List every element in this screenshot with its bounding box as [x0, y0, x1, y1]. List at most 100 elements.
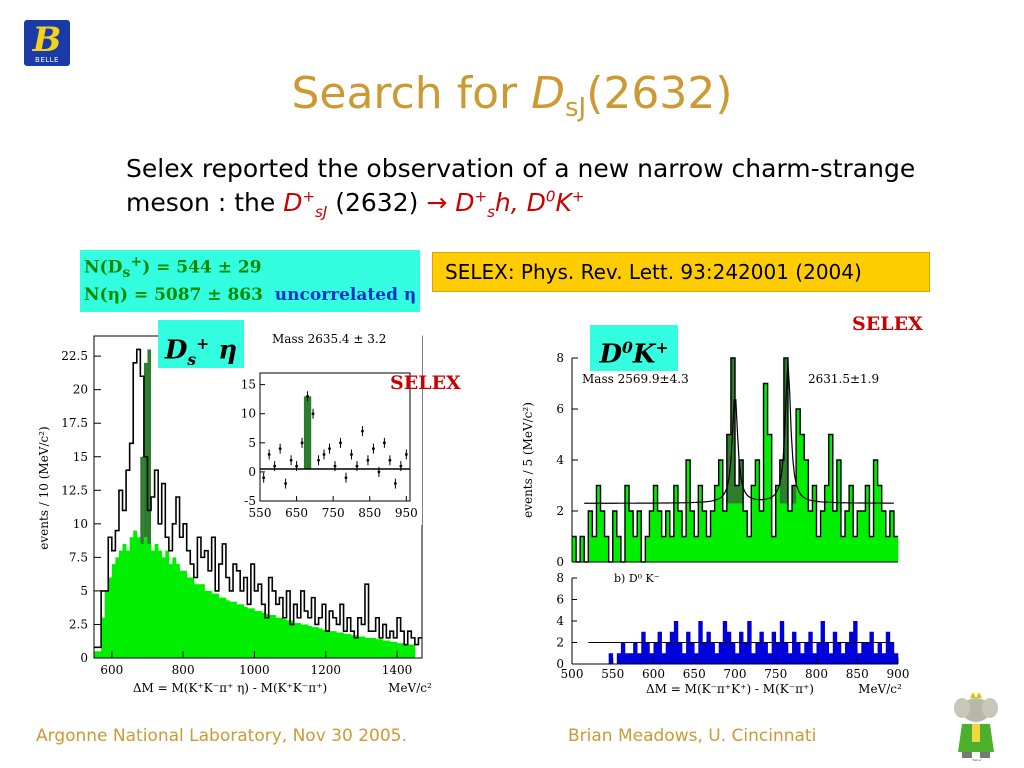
ds-eta-bar-fill	[108, 577, 113, 658]
d0k-top-bar	[763, 383, 768, 562]
inset-mass-annotation: Mass 2635.4 ± 3.2	[272, 332, 386, 346]
d0k-top-bar	[702, 511, 707, 562]
ds-eta-bar-fill	[336, 632, 341, 658]
slide-title: Search for DsJ(2632)	[0, 66, 1024, 128]
inset-point	[399, 464, 403, 468]
ds-eta-bar-fill	[165, 550, 170, 658]
inset-point	[311, 412, 315, 416]
d0k-top-bar	[604, 536, 609, 562]
decay2-sup: 0	[545, 187, 556, 206]
ds-eta-bar-fill	[126, 550, 130, 658]
d0k-bottom-xtick-label: 850	[846, 667, 869, 681]
ds-eta-bar-fill	[386, 640, 391, 658]
ds-eta-bar-fill	[275, 617, 280, 658]
d0k-top-bar	[840, 536, 846, 562]
inset-point	[267, 453, 271, 456]
d0k-bottom-bar	[845, 642, 850, 664]
ds-eta-ytick-label: 17.5	[61, 416, 88, 430]
d0k-bottom-ytick-label: 8	[556, 571, 564, 585]
d0k-top-bar	[849, 485, 854, 562]
d0k-top-ytick-label: 6	[556, 402, 564, 416]
footer-left: Argonne National Laboratory, Nov 30 2005…	[36, 726, 407, 746]
ds-eta-inset-chart: Mass 2635.4 ± 3.2 -5 0 5 10 15 550 650 750 850 950	[238, 325, 422, 525]
d0k-top-bar	[743, 511, 748, 562]
ds-eta-bar-fill	[265, 613, 269, 658]
d0k-top-bar	[612, 511, 618, 562]
d0k-top-bar	[881, 511, 887, 562]
d0k-bottom-bar	[812, 653, 817, 664]
d0k-top-bar	[714, 485, 719, 562]
d0k-top-bar	[832, 511, 838, 562]
ds-eta-bar-fill	[208, 590, 212, 658]
d0k-top-bar	[800, 434, 805, 562]
inset-point	[262, 476, 266, 480]
d0k-bottom-bar	[718, 642, 724, 664]
d0k-top-bar	[669, 536, 675, 562]
d0k-top-fit-curve	[584, 362, 894, 504]
ds-eta-bar-fill	[404, 644, 409, 658]
ds-eta-ytick-label: 5	[80, 584, 88, 598]
ds-eta-bar-fill	[97, 651, 102, 658]
title-main: Search for	[291, 68, 532, 119]
ds-eta-ytick-label: 10	[73, 517, 88, 531]
inset-frame	[259, 372, 411, 502]
d0k-bottom-bar	[653, 642, 658, 664]
d0k-top-bar	[710, 511, 715, 562]
d0k-bottom-bar	[893, 653, 899, 664]
d0k-top-bar	[877, 485, 882, 562]
d0k-top-bar	[629, 511, 634, 562]
d0k-top-bar	[637, 511, 642, 562]
inset-point	[377, 470, 381, 474]
d0k-bottom-bar	[637, 653, 642, 664]
belle-logo-letter: B	[32, 20, 62, 60]
ds-eta-xtick-label: 1200	[310, 663, 341, 677]
ds-eta-bar-fill	[118, 550, 123, 658]
d0k-bottom-ytick-label: 4	[556, 614, 564, 628]
ds-eta-bar-fill	[364, 637, 369, 658]
d0k-top-bar	[596, 485, 601, 562]
d0k-top-bar	[722, 511, 728, 562]
d0k-top-bar	[694, 536, 699, 562]
inset-point	[393, 482, 397, 485]
d0k-bottom-bar	[608, 653, 614, 664]
d0k-top-bar	[698, 485, 703, 562]
ds-eta-bar-fill	[279, 617, 284, 658]
d0k-top-bar	[816, 536, 821, 562]
ds-eta-bar-fill	[286, 620, 291, 658]
d0k-bottom-xtick-label: 700	[724, 667, 747, 681]
ds-eta-bar-fill	[268, 615, 273, 658]
d0k-bottom-bar	[832, 631, 838, 664]
inset-point	[273, 464, 277, 468]
ds-eta-bar-fill	[329, 631, 334, 658]
ds-eta-peak-bar	[140, 456, 144, 544]
d0k-bottom-bar	[624, 653, 630, 664]
ds-eta-bar-fill	[243, 607, 248, 658]
yield-box: N(Ds+) = 544 ± 29 N(η) = 5087 ± 863 unco…	[80, 250, 420, 312]
d0k-top-peak-bar	[779, 460, 785, 504]
ds-eta-xtick-label: 1000	[239, 663, 270, 677]
d0k-top-outline	[572, 357, 898, 563]
d0k-top-bar	[661, 536, 667, 562]
d0k-bottom-bar	[665, 642, 671, 664]
d0k-top-bar	[824, 485, 830, 562]
ds-eta-bar-fill	[297, 623, 302, 658]
decay1: D	[455, 188, 475, 217]
d0k-bottom-ytick-label: 6	[556, 593, 564, 607]
d0k-bottom-bar	[706, 631, 711, 664]
ds-eta-bar-fill	[332, 631, 337, 658]
ds-eta-bar-fill	[115, 557, 120, 658]
inset-point	[372, 447, 375, 451]
ds-eta-bar-fill	[240, 604, 245, 658]
ds-eta-bar-fill	[343, 633, 348, 658]
ds-eta-bar-fill	[293, 623, 298, 658]
ds-eta-bar-fill	[397, 643, 401, 658]
d0k-top-ytick-label: 2	[556, 504, 564, 518]
d0k-top-bar	[657, 511, 662, 562]
ds-eta-label-sub: s	[187, 349, 197, 369]
d0k-bottom-ytick-label: 0	[556, 657, 564, 671]
ds-eta-bar-fill	[129, 537, 134, 658]
d0k-bottom-bar	[877, 642, 882, 664]
d0k-bottom-bar	[857, 653, 862, 664]
inset-point	[339, 441, 342, 445]
ds-eta-bar-fill	[254, 611, 259, 658]
